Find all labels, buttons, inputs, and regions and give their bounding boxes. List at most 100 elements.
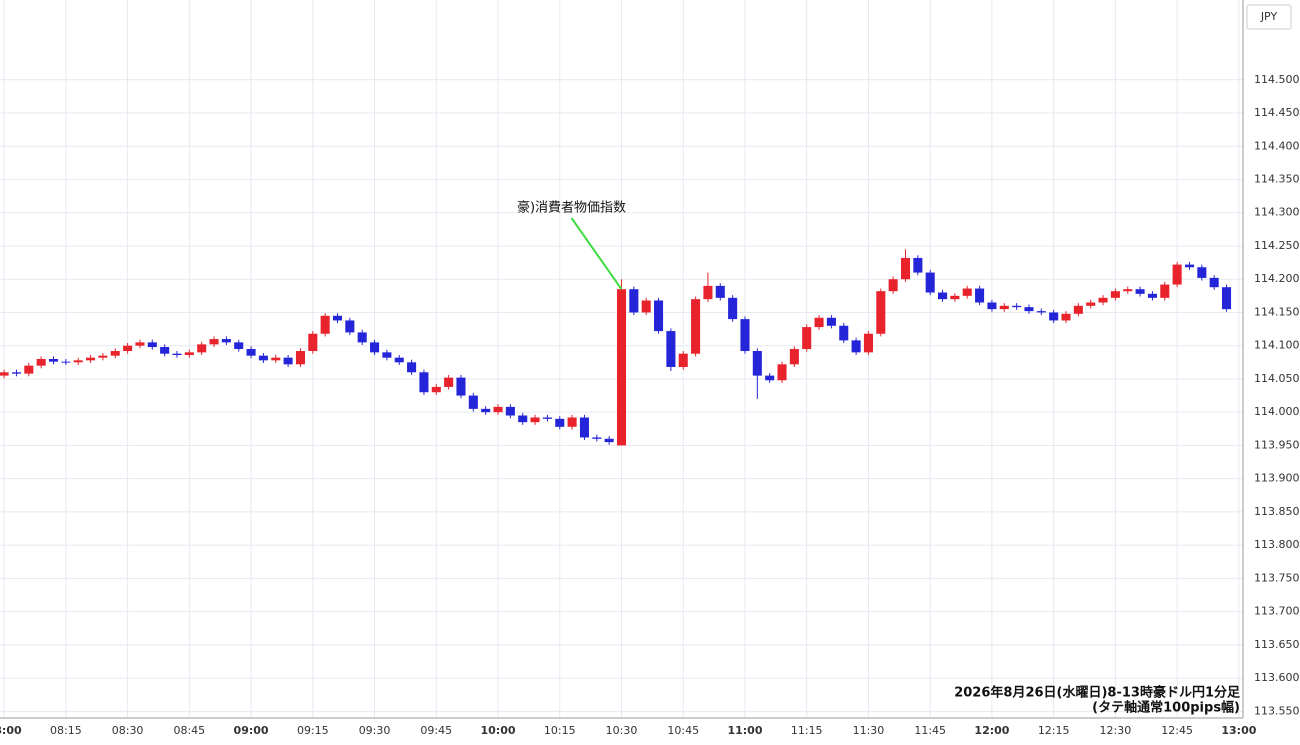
candle-body: [221, 339, 231, 343]
candle-body: [1147, 293, 1157, 298]
candle-body: [0, 372, 9, 376]
candle-body: [1172, 264, 1182, 285]
candle-body: [888, 279, 898, 292]
candle-body: [900, 257, 911, 280]
y-tick-label: 113.800: [1254, 538, 1300, 551]
candle-body: [826, 317, 836, 326]
candle-body: [542, 417, 552, 419]
x-tick-label: 08:30: [112, 724, 144, 737]
candles: [0, 249, 1232, 446]
candle-body: [11, 372, 21, 374]
candle-body: [1222, 287, 1232, 310]
y-tick-label: 113.700: [1254, 605, 1300, 618]
candle-body: [752, 351, 762, 376]
candle-body: [777, 364, 787, 381]
candle-body: [987, 302, 997, 310]
y-tick-label: 113.600: [1254, 671, 1300, 684]
x-tick-label: 10:45: [667, 724, 699, 737]
candle-body: [283, 357, 293, 365]
candle-body: [1184, 264, 1195, 268]
candle-body: [160, 347, 170, 354]
x-tick-label: 12:30: [1100, 724, 1132, 737]
candle-body: [444, 377, 454, 387]
x-tick-label: 09:15: [297, 724, 329, 737]
candle-body: [407, 362, 417, 373]
annotation-line: [570, 217, 623, 290]
y-tick-label: 113.900: [1254, 472, 1300, 485]
candle-body: [691, 299, 701, 354]
candle-body: [1110, 291, 1120, 298]
y-tick-label: 114.500: [1254, 73, 1300, 86]
x-tick-label: 12:45: [1161, 724, 1193, 737]
candle-body: [36, 359, 46, 366]
chart-title: 2026年8月26日(水曜日)8-13時豪ドル円1分足: [954, 685, 1241, 701]
x-tick-label: 11:00: [727, 724, 762, 737]
candle-body: [604, 438, 614, 443]
y-tick-label: 114.300: [1254, 206, 1300, 219]
candle-body: [271, 357, 281, 361]
candle-body: [1012, 305, 1022, 308]
candle-body: [357, 332, 367, 343]
x-tick-label: 11:30: [853, 724, 885, 737]
candle-body: [703, 285, 713, 300]
candle-body: [24, 365, 34, 374]
y-tick-label: 114.250: [1254, 239, 1300, 252]
x-tick-label: 12:15: [1038, 724, 1070, 737]
candle-body: [394, 357, 404, 363]
candle-body: [876, 291, 886, 334]
y-tick-label: 113.650: [1254, 638, 1300, 651]
candle-body: [962, 288, 972, 296]
candle-body: [641, 300, 651, 313]
candle-body: [1209, 277, 1219, 288]
candle-body: [555, 418, 565, 427]
candle-body: [530, 417, 540, 423]
candle-body: [802, 327, 812, 350]
candle-body: [468, 395, 478, 409]
candle-body: [765, 375, 775, 381]
candle-body: [332, 315, 343, 321]
candle-body: [172, 353, 182, 356]
candle-body: [110, 351, 120, 356]
candle-body: [505, 406, 515, 416]
candle-body: [925, 272, 935, 293]
candle-body: [654, 300, 664, 332]
candle-body: [728, 297, 738, 320]
candle-body: [1073, 305, 1083, 314]
candle-body: [147, 342, 157, 348]
candle-body: [1061, 313, 1071, 321]
x-tick-label: 10:00: [481, 724, 516, 737]
y-axis-panel: [1243, 0, 1300, 745]
candle-body: [789, 349, 799, 365]
candle-body: [184, 352, 194, 356]
candle-body: [1197, 267, 1207, 278]
candle-body: [98, 355, 108, 358]
x-tick-label: 10:15: [544, 724, 576, 737]
candle-body: [851, 340, 861, 353]
candle-body: [950, 295, 960, 300]
currency-box: [1246, 4, 1292, 30]
candle-body: [61, 361, 71, 363]
candle-body: [320, 315, 330, 334]
candle-body: [975, 288, 985, 303]
annotation-text: 豪)消費者物価指数: [517, 200, 626, 216]
candle-body: [1123, 289, 1133, 292]
candle-body: [234, 342, 244, 350]
candle-body: [666, 331, 676, 367]
candle-body: [913, 257, 923, 273]
axes: 113.550 113.600 113.650 113.700 113.750 113.8…: [0, 73, 1300, 737]
x-tick-label: 13:00: [1221, 724, 1256, 737]
candle-body: [1086, 302, 1096, 306]
candle-body: [999, 305, 1009, 310]
candle-body: [592, 437, 602, 439]
x-tick-label: 08:15: [50, 724, 82, 737]
y-tick-label: 114.000: [1254, 405, 1300, 418]
candle-body: [370, 342, 380, 353]
candle-body: [938, 292, 948, 300]
x-tick-label: 09:30: [359, 724, 391, 737]
candle-body: [209, 339, 219, 345]
x-tick-label: 09:00: [234, 724, 269, 737]
candle-body: [567, 417, 577, 427]
x-tick-label: 08:45: [173, 724, 205, 737]
candle-body: [431, 386, 441, 393]
